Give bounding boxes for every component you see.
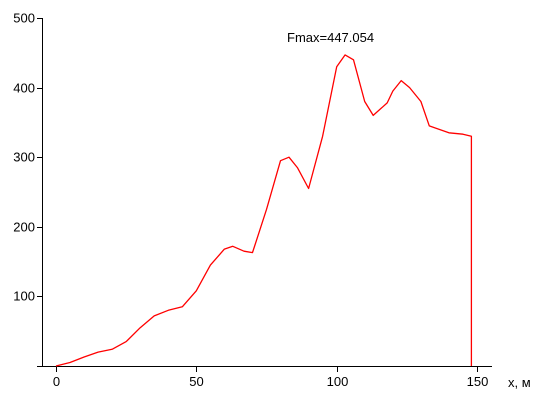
ticks: 100 200 300 400 500 0 50 100 150: [13, 11, 488, 390]
y-tick-label: 300: [13, 150, 35, 165]
axes: [42, 18, 492, 367]
x-tick-label: 0: [53, 374, 60, 389]
y-tick-label: 400: [13, 81, 35, 96]
series-line-force: [55, 54, 473, 367]
x-axis-label: x, м: [508, 375, 531, 390]
x-tick-label: 150: [467, 374, 489, 389]
y-tick-label: 200: [13, 220, 35, 235]
y-tick-label: 500: [13, 11, 35, 26]
x-tick-label: 50: [189, 374, 203, 389]
y-tick-label: 100: [13, 289, 35, 304]
x-tick-label: 100: [327, 374, 349, 389]
annotation-fmax: Fmax=447.054: [287, 30, 374, 45]
